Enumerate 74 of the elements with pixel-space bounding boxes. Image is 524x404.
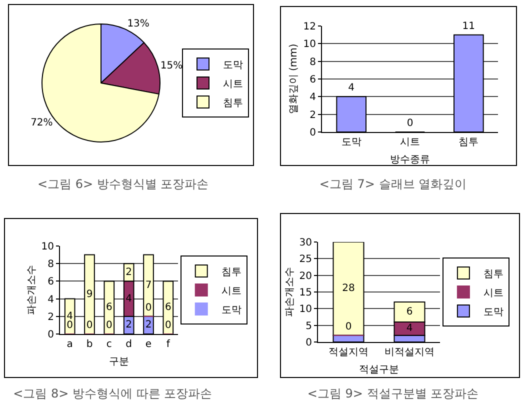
y-tick-label: 25 <box>299 254 312 266</box>
y-axis-title: 열화깊이 (mm) <box>288 44 300 114</box>
y-tick-label: 15 <box>299 288 312 298</box>
data-label: 0 <box>86 320 93 331</box>
x-tick-label: f <box>166 339 170 350</box>
data-label: 0 <box>164 320 172 331</box>
data-label: 6 <box>406 306 413 318</box>
data-label: 7 <box>145 280 152 292</box>
x-axis-title: 구분 <box>109 356 129 368</box>
y-tick-label: 6 <box>48 276 54 288</box>
legend-label: 도막 <box>223 60 243 71</box>
legend-label: 시트 <box>223 78 243 90</box>
y-tick-label: 0 <box>310 128 316 138</box>
data-label: 0 <box>345 321 352 332</box>
data-label: 28 <box>342 283 355 294</box>
y-tick-label: 2 <box>310 110 316 121</box>
data-label: 6 <box>164 302 172 314</box>
x-tick-label: b <box>86 339 93 350</box>
x-tick-label: 도막 <box>341 137 362 148</box>
y-tick-label: 0 <box>306 338 312 348</box>
y-tick-label: 8 <box>48 259 54 270</box>
legend-label: 도막 <box>221 304 242 316</box>
data-label: 4 <box>406 323 413 334</box>
x-tick-label: a <box>66 339 73 350</box>
text: <그림 9> 적설구분별 포장파손 <box>307 386 479 400</box>
legend-label: 침투 <box>483 268 504 280</box>
data-label: 0 <box>145 302 152 314</box>
data-label: 72% <box>30 117 53 128</box>
x-tick-label: 시트 <box>400 137 420 148</box>
y-tick-label: 4 <box>310 92 316 104</box>
x-tick-label: c <box>106 339 112 350</box>
y-tick-label: 10 <box>303 39 316 50</box>
y-tick-label: 4 <box>48 294 54 306</box>
data-label: 2 <box>145 320 152 331</box>
y-axis-title: 파손개소수 <box>284 267 296 317</box>
y-tick-label: 10 <box>299 304 312 316</box>
legend-label: 침투 <box>221 266 242 278</box>
x-tick-label: e <box>145 339 152 350</box>
legend-label: 시트 <box>221 286 242 297</box>
y-tick-label: 5 <box>306 320 312 332</box>
data-label: 4 <box>126 293 132 304</box>
legend-label: 시트 <box>483 288 504 299</box>
y-tick-label: 12 <box>303 22 316 32</box>
legend-label: 도막 <box>483 306 504 318</box>
y-tick-label: 20 <box>299 270 312 282</box>
text: <그림 7> 슬래브 열화깊이 <box>319 177 467 192</box>
y-tick-label: 6 <box>310 74 316 86</box>
data-label: 0 <box>66 320 74 331</box>
y-tick-label: 2 <box>48 312 54 323</box>
x-tick-label: 적설지역 <box>328 347 368 358</box>
x-tick-label: d <box>126 339 132 350</box>
y-tick-label: 8 <box>310 56 316 68</box>
legend-label: 침투 <box>223 98 243 109</box>
data-label: 2 <box>126 320 132 331</box>
data-label: 0 <box>106 320 112 331</box>
data-label: 15% <box>160 60 183 72</box>
data-label: 0 <box>406 118 414 129</box>
data-label: 9 <box>86 288 93 300</box>
text: <그림 6> 방수형식별 포장파손 <box>38 177 209 192</box>
data-label: 4 <box>66 310 74 322</box>
x-axis-title: 방수종류 <box>390 154 430 166</box>
y-tick-label: 0 <box>48 330 54 340</box>
data-label: 2 <box>126 266 132 278</box>
y-axis-title: 파손개소수 <box>26 265 38 315</box>
y-tick-label: 10 <box>41 242 54 252</box>
data-label: 11 <box>462 20 476 32</box>
x-axis-title: 적설구분 <box>359 364 399 376</box>
data-label: 6 <box>106 302 112 314</box>
y-tick-label: 30 <box>299 238 312 248</box>
x-tick-label: 침투 <box>458 137 479 148</box>
data-label: 13% <box>127 18 150 30</box>
data-label: 4 <box>348 82 355 94</box>
x-tick-label: 비적설지역 <box>384 347 434 358</box>
text: <그림 8> 방수형식에 따른 포장파손 <box>13 386 212 400</box>
